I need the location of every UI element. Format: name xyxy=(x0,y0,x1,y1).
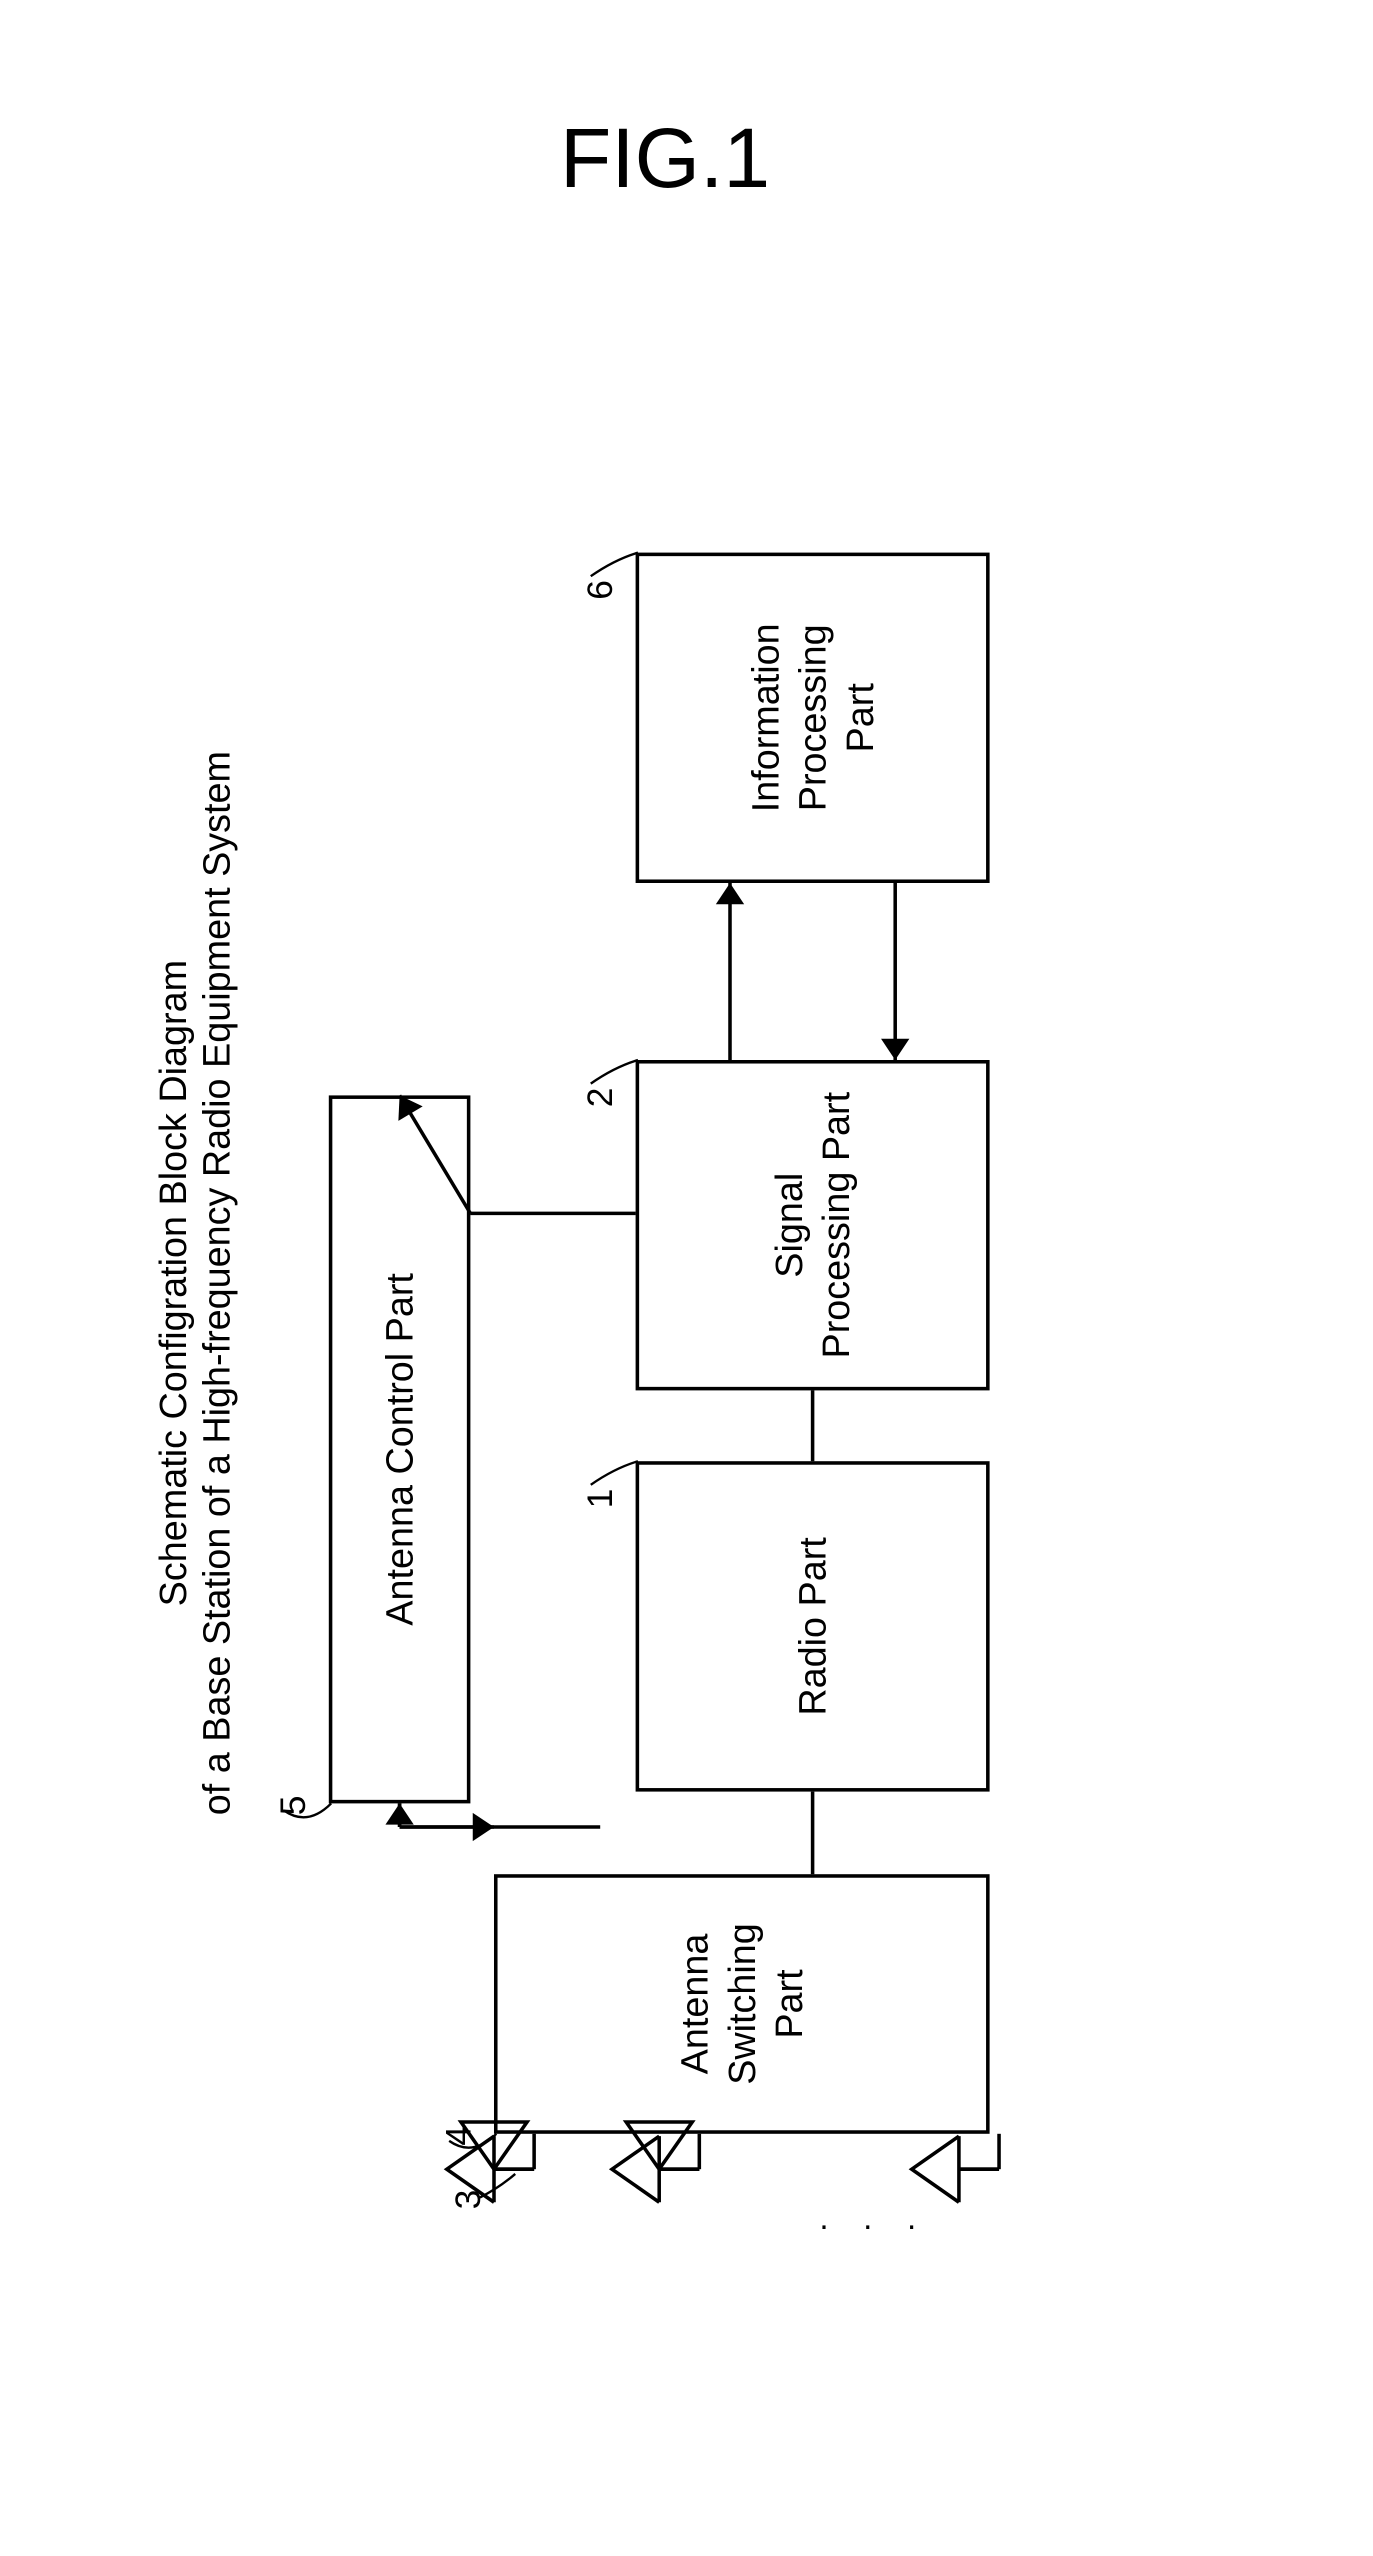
page: FIG.1 Schematic Configration Block Diagr… xyxy=(0,0,1373,2556)
diagram-wrap: Schematic Configration Block Diagram of … xyxy=(140,352,1155,2240)
figure-title: FIG.1 xyxy=(560,110,770,207)
diagram-wires xyxy=(140,352,1155,2240)
diagram: Schematic Configration Block Diagram of … xyxy=(140,352,1155,2240)
